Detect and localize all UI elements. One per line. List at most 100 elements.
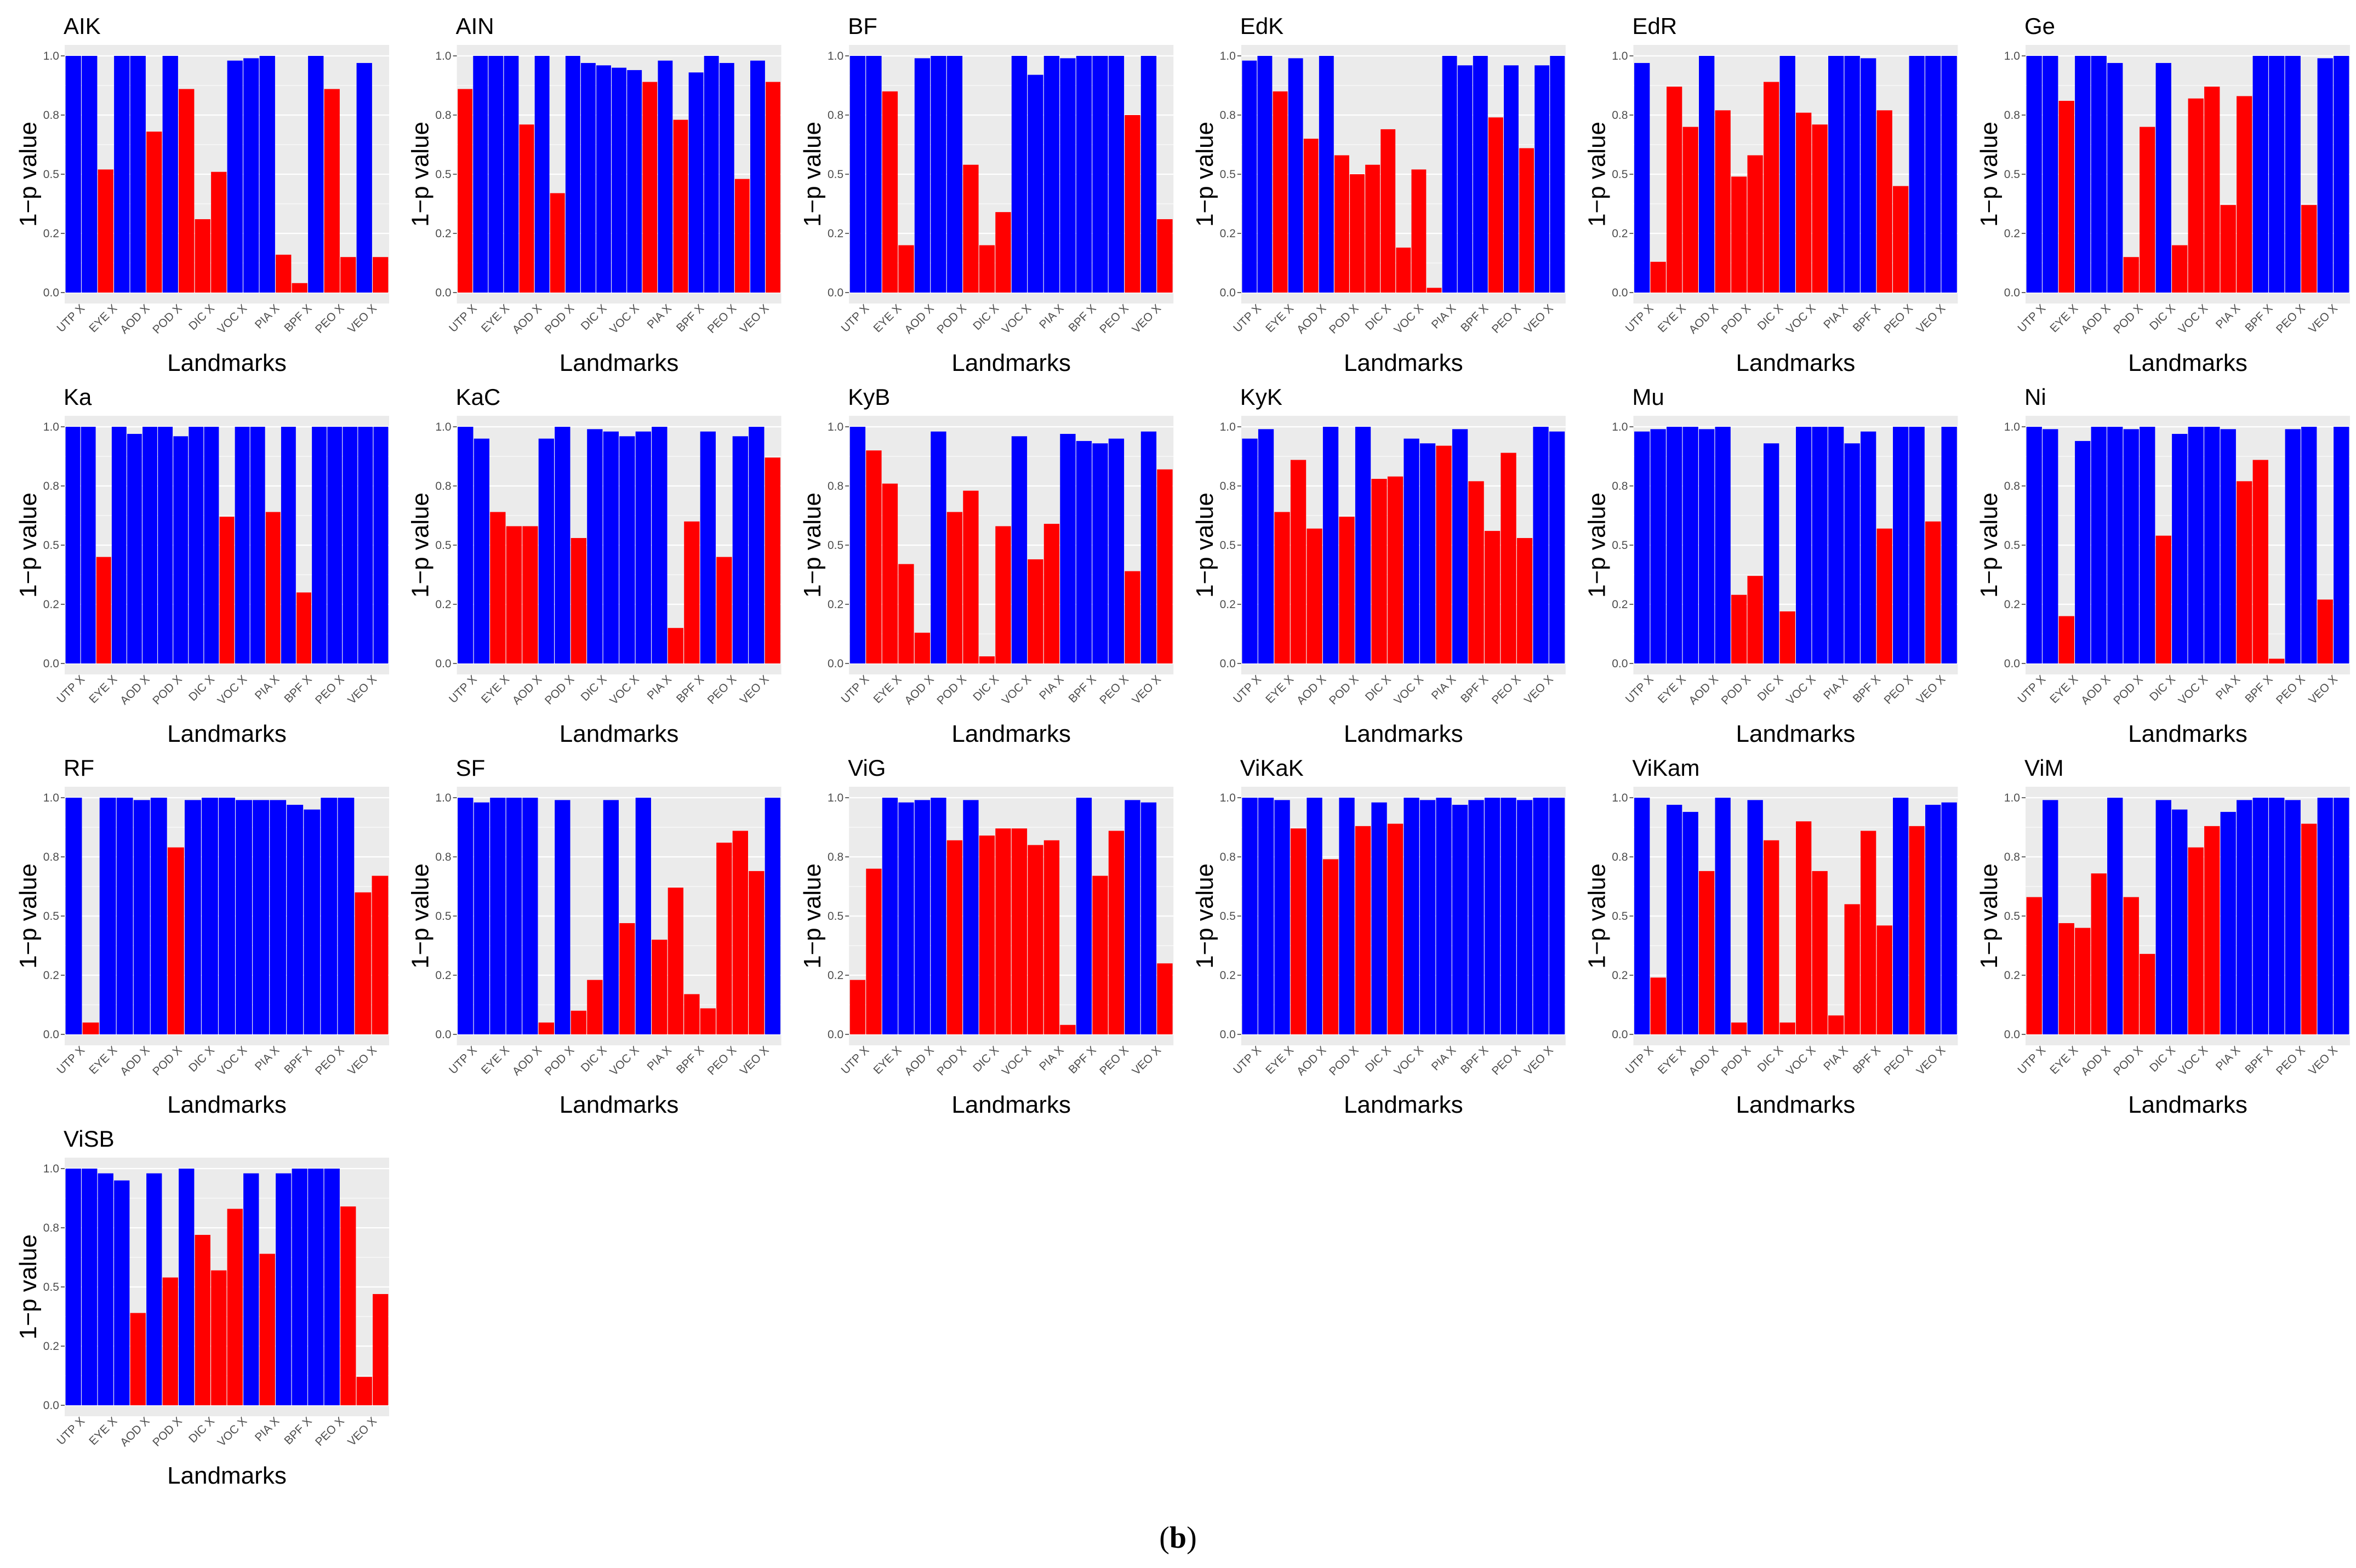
bar-kac-7	[571, 538, 586, 663]
x-tick-label: VOC X	[1391, 302, 1425, 336]
x-tick-label: PEO X	[705, 673, 739, 707]
x-tick-label: VOC X	[1391, 673, 1425, 707]
y-tick-label: 0.8	[828, 109, 843, 122]
x-tick-label: PEO X	[705, 302, 739, 336]
x-tick-label: UTP X	[54, 1415, 87, 1447]
bar-kyk-5	[1322, 427, 1339, 663]
y-tick-label: 0.0	[1612, 1028, 1628, 1041]
bar-mu-11	[1812, 427, 1828, 663]
bar-vim-10	[2188, 847, 2204, 1034]
bar-ge-9	[2172, 245, 2188, 293]
bar-bf-1	[866, 56, 882, 293]
x-axis-label: Landmarks	[1344, 1091, 1463, 1118]
bar-kac-9	[603, 431, 619, 663]
x-tick-label: AOD X	[902, 302, 936, 336]
bar-edr-11	[1812, 124, 1828, 293]
bar-vikam-10	[1796, 821, 1812, 1034]
x-tick-label: DIC X	[971, 302, 1001, 333]
x-tick-label: EYE X	[1263, 302, 1296, 335]
x-tick-label: EYE X	[1656, 673, 1688, 706]
bar-ain-14	[673, 119, 688, 293]
bar-vim-3	[2075, 928, 2091, 1034]
bar-sf-13	[668, 888, 683, 1034]
x-tick-label: AOD X	[118, 1044, 152, 1078]
x-tick-label: BPF X	[674, 1044, 706, 1076]
x-tick-label: VEO X	[1522, 302, 1556, 336]
bar-ni-12	[2220, 429, 2236, 663]
x-tick-label: BPF X	[282, 1415, 314, 1447]
bar-vikak-15	[1484, 798, 1501, 1034]
x-tick-label: UTP X	[1623, 302, 1656, 335]
x-axis-label: Landmarks	[1736, 720, 1856, 747]
bar-visb-12	[259, 1254, 275, 1405]
x-tick-label: DIC X	[2147, 1044, 2178, 1074]
bar-kyb-11	[1028, 559, 1043, 663]
bar-mu-1	[1650, 429, 1666, 663]
bar-kac-18	[749, 427, 765, 663]
bar-bf-19	[1157, 219, 1173, 293]
bar-visb-8	[195, 1234, 210, 1405]
x-tick-label: VEO X	[1522, 1044, 1556, 1078]
bar-kyk-10	[1404, 438, 1419, 663]
bar-vig-8	[979, 835, 995, 1034]
x-tick-label: POD X	[934, 302, 968, 336]
x-tick-label: POD X	[150, 1044, 184, 1078]
y-tick-label: 0.8	[1220, 480, 1236, 493]
bar-kyb-12	[1043, 524, 1060, 663]
bar-kyb-7	[963, 490, 979, 663]
x-tick-label: DIC X	[1755, 302, 1785, 333]
x-tick-label: PEO X	[2274, 1044, 2308, 1078]
y-tick-label: 0.2	[828, 598, 843, 611]
x-tick-label: PIA X	[253, 673, 282, 702]
bar-edr-18	[1925, 56, 1941, 293]
bar-ain-15	[688, 72, 704, 293]
bar-rf-7	[184, 800, 201, 1034]
x-tick-label: EYE X	[871, 302, 904, 335]
x-tick-label: AOD X	[1686, 302, 1720, 336]
x-tick-label: VEO X	[1914, 673, 1948, 707]
x-tick-label: PEO X	[2274, 673, 2308, 707]
bar-kac-1	[474, 438, 489, 663]
y-tick-label: 0.2	[828, 969, 843, 982]
bar-vig-10	[1011, 828, 1028, 1034]
x-tick-label: PEO X	[1490, 673, 1524, 707]
bar-mu-8	[1764, 443, 1779, 663]
bar-edk-14	[1457, 65, 1473, 293]
x-tick-label: AOD X	[2079, 1044, 2113, 1078]
bar-vim-12	[2220, 811, 2236, 1034]
x-tick-label: PEO X	[313, 302, 347, 336]
bar-edr-19	[1941, 56, 1957, 293]
bar-sf-12	[652, 940, 668, 1034]
x-tick-label: VEO X	[345, 1415, 379, 1449]
bar-kac-8	[587, 429, 603, 663]
y-tick-label: 1.0	[2004, 792, 2020, 804]
panel-title: Ni	[2024, 384, 2046, 410]
x-tick-label: EYE X	[479, 1044, 512, 1077]
x-tick-label: EYE X	[87, 1044, 119, 1077]
x-tick-label: UTP X	[839, 302, 872, 335]
y-tick-label: 0.0	[435, 657, 451, 670]
bar-ni-5	[2107, 427, 2123, 663]
bar-kac-19	[765, 457, 780, 663]
x-tick-label: EYE X	[871, 673, 904, 706]
x-tick-label: VEO X	[2306, 673, 2340, 707]
bar-mu-10	[1796, 427, 1812, 663]
bar-visb-13	[276, 1173, 292, 1405]
x-tick-label: AOD X	[1686, 1044, 1720, 1078]
panel-title: SF	[456, 755, 486, 781]
x-tick-label: EYE X	[2047, 673, 2080, 706]
x-tick-label: PIA X	[1821, 673, 1850, 702]
bar-edk-19	[1534, 65, 1550, 293]
x-tick-label: DIC X	[579, 673, 609, 703]
y-tick-label: 0.0	[43, 657, 59, 670]
y-tick-label: 0.0	[2004, 287, 2020, 299]
bar-ge-2	[2058, 101, 2074, 293]
x-tick-label: AOD X	[2079, 673, 2113, 707]
x-tick-label: VOC X	[2176, 673, 2210, 707]
bar-vim-2	[2058, 923, 2074, 1034]
bar-vig-9	[995, 828, 1011, 1034]
